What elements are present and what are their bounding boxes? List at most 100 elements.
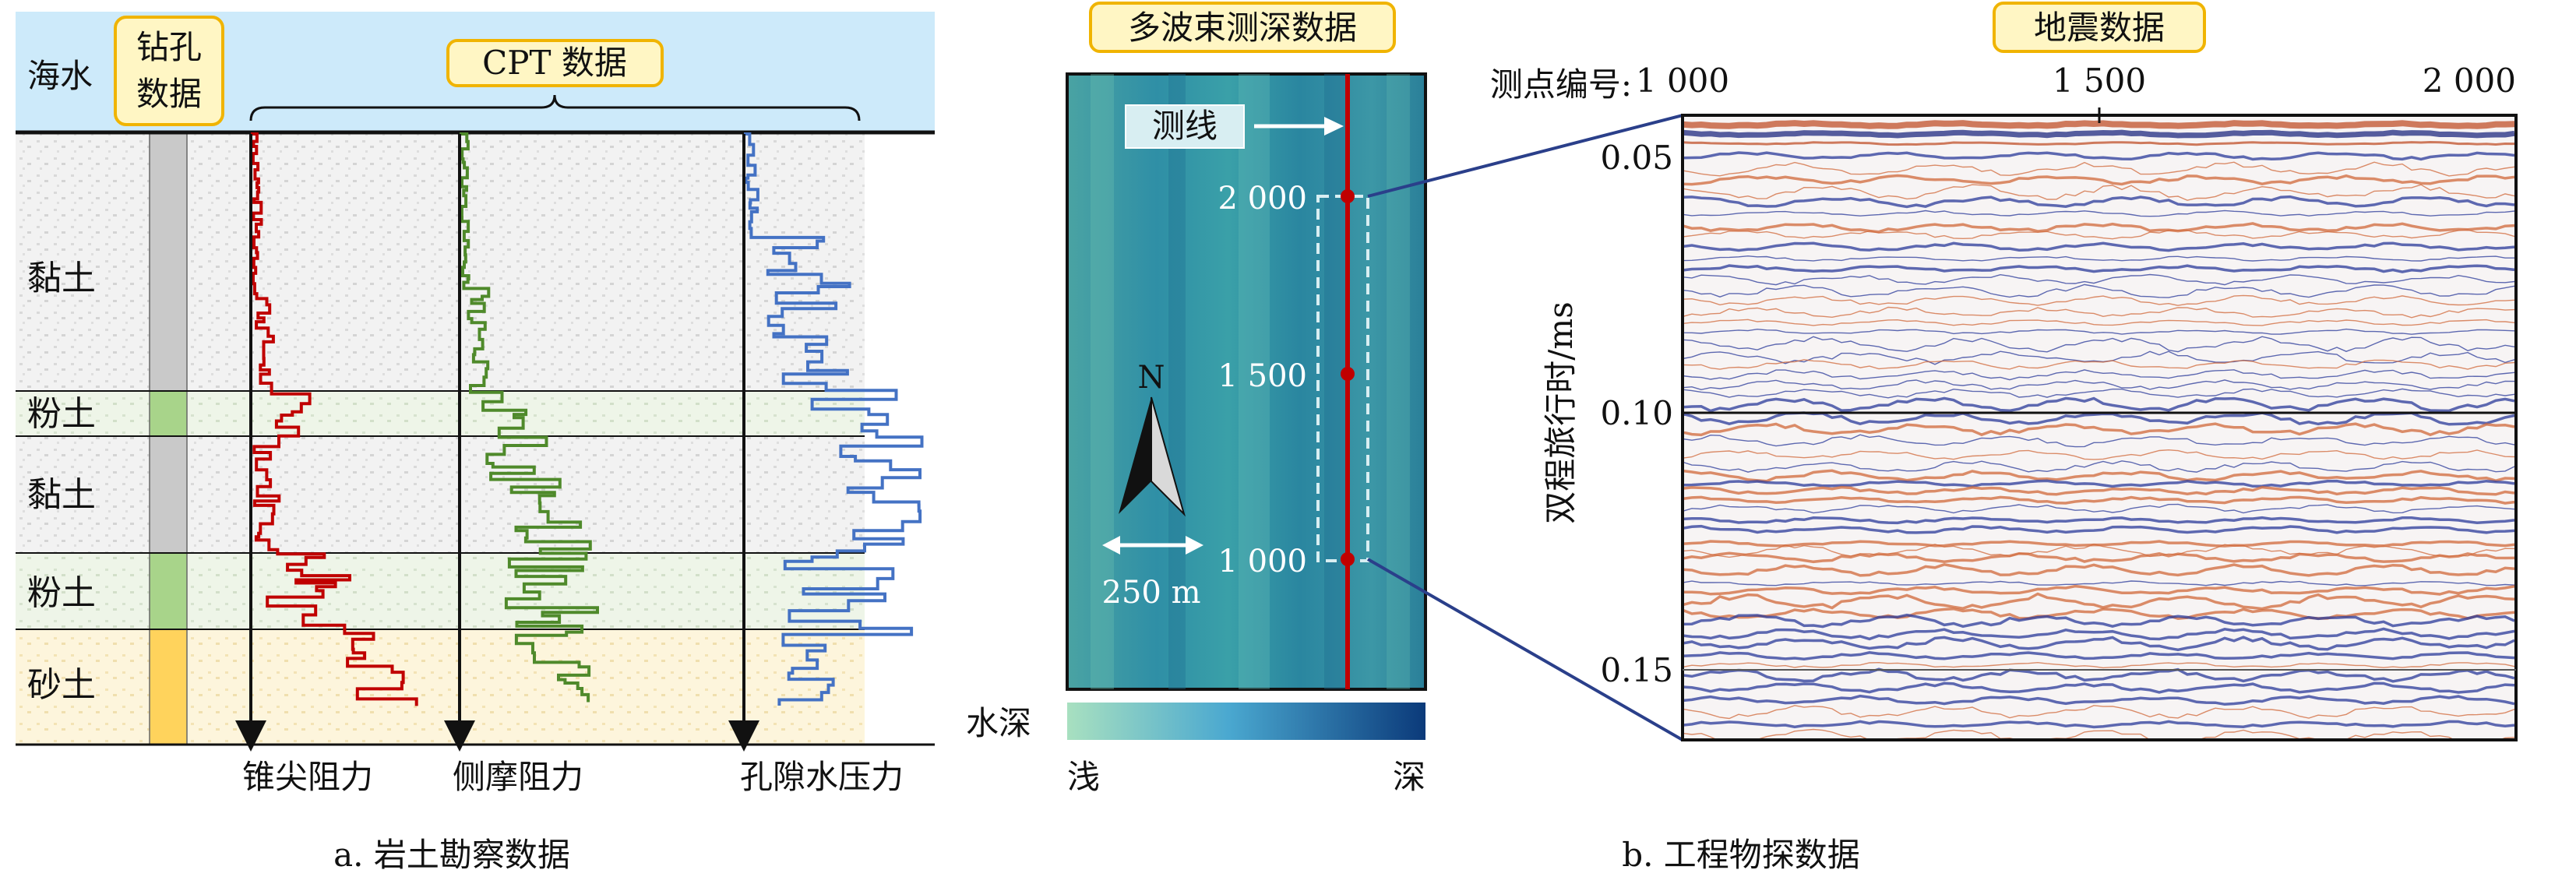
seismic-reflector bbox=[1683, 540, 2515, 548]
survey-line-label: 测线 bbox=[1152, 107, 1218, 145]
seismic-reflector bbox=[1683, 120, 2515, 129]
layer-bg-clay-2 bbox=[16, 436, 865, 553]
layer-name-2: 粉土 bbox=[27, 394, 96, 434]
station-axis-label: 测点编号: bbox=[1490, 65, 1632, 104]
seismic-reflector bbox=[1683, 524, 2515, 534]
seismic-reflector bbox=[1683, 627, 2515, 641]
seismic-reflector bbox=[1683, 174, 2515, 186]
multibeam-title: 多波束测深数据 bbox=[1128, 9, 1357, 47]
scale-bar-left-arrow-icon bbox=[1102, 536, 1120, 555]
layer-bg-clay-1 bbox=[16, 132, 865, 391]
side-friction-label: 侧摩阻力 bbox=[453, 758, 583, 796]
seismic-reflectors bbox=[1683, 120, 2515, 740]
station-marker-2000 bbox=[1341, 189, 1355, 203]
connector-bottom bbox=[1367, 558, 1683, 741]
seismic-reflector bbox=[1683, 241, 2515, 252]
seismic-reflector bbox=[1683, 694, 2515, 706]
seismic-reflector bbox=[1683, 661, 2515, 669]
seismic-reflector bbox=[1683, 434, 2515, 448]
seismic-reflector bbox=[1683, 469, 2515, 483]
panel-a-geotechnical: 海水 钻孔 数据 CPT 数据 黏土 粉土 黏土 粉土 砂土 bbox=[16, 12, 935, 874]
seismic-reflector bbox=[1683, 140, 2515, 146]
layer-bg-sand bbox=[16, 629, 865, 745]
side-friction-trace bbox=[460, 132, 599, 703]
seismic-reflector bbox=[1683, 460, 2515, 473]
panel-b-seismic: 地震数据 测点编号: 1 000 1 500 2 000 0.05 0.10 0… bbox=[1367, 2, 2518, 874]
seismic-reflector bbox=[1683, 551, 2515, 564]
seismic-reflector bbox=[1683, 284, 2515, 298]
borehole-layer-2 bbox=[149, 390, 188, 437]
station-label-1000: 1 000 bbox=[1218, 544, 1307, 579]
seismic-reflector bbox=[1683, 592, 2515, 611]
seismic-reflector bbox=[1683, 379, 2515, 391]
panel-b-multibeam: 多波束测深数据 测线 2 000 1 500 1 000 N 250 m bbox=[966, 2, 1427, 796]
seismic-reflector bbox=[1683, 651, 2515, 660]
multibeam-texture bbox=[1091, 74, 1410, 689]
x-tick-2000: 2 000 bbox=[2423, 62, 2516, 100]
station-label-1500: 1 500 bbox=[1218, 358, 1307, 394]
seismic-reflector bbox=[1683, 195, 2515, 209]
seismic-reflector bbox=[1683, 184, 2515, 201]
caption-a: a. 岩土勘察数据 bbox=[333, 836, 570, 874]
x-tick-1500: 1 500 bbox=[2053, 62, 2146, 100]
station-marker-1500 bbox=[1341, 367, 1355, 381]
seismic-reflector bbox=[1683, 584, 2515, 596]
survey-line-tag bbox=[1125, 104, 1245, 149]
scale-bar-label: 250 m bbox=[1102, 575, 1201, 611]
x-tick-1000: 1 000 bbox=[1636, 62, 1729, 100]
seismic-reflector bbox=[1683, 336, 2515, 353]
y-axis-label: 双程旅行时/ms bbox=[1542, 301, 1580, 524]
seismic-reflector bbox=[1683, 306, 2515, 319]
survey-line-arrowhead bbox=[1324, 117, 1344, 136]
seismic-reflector bbox=[1683, 319, 2515, 326]
seismic-reflector bbox=[1683, 720, 2515, 729]
seismic-reflector bbox=[1683, 613, 2515, 629]
seismic-reflector bbox=[1683, 516, 2515, 525]
cpt-label: CPT 数据 bbox=[482, 44, 627, 82]
cpt-tag bbox=[446, 39, 664, 87]
seismic-reflector bbox=[1683, 264, 2515, 273]
seismic-reflector bbox=[1683, 129, 2515, 139]
seismic-reflector bbox=[1683, 396, 2515, 413]
seismic-reflector bbox=[1683, 229, 2515, 240]
seismic-reflector bbox=[1683, 495, 2515, 505]
seismic-reflector bbox=[1683, 359, 2515, 370]
multibeam-map bbox=[1066, 72, 1427, 691]
seismic-reflector bbox=[1683, 161, 2515, 177]
layer-bg-silt-1 bbox=[16, 391, 865, 436]
seismic-reflector bbox=[1683, 151, 2515, 161]
depth-colorbar bbox=[1067, 703, 1425, 740]
seismic-title: 地震数据 bbox=[2034, 9, 2165, 47]
y-tick-0-15: 0.15 bbox=[1600, 651, 1673, 689]
seismic-reflector bbox=[1683, 222, 2515, 234]
seismic-reflector bbox=[1683, 350, 2515, 365]
borehole-tag bbox=[114, 16, 224, 126]
station-label-2000: 2 000 bbox=[1218, 181, 1307, 217]
seismic-reflector bbox=[1683, 667, 2515, 683]
seismic-reflector bbox=[1683, 255, 2514, 262]
cone-resistance-trace bbox=[251, 132, 418, 706]
seismic-reflector bbox=[1683, 580, 2515, 586]
seismic-reflector bbox=[1683, 422, 2515, 437]
north-arrow-icon bbox=[1119, 397, 1151, 514]
seismic-reflector bbox=[1683, 273, 2515, 286]
layer-bg-silt-2 bbox=[16, 553, 865, 629]
pore-pressure-trace bbox=[744, 132, 924, 706]
seawater-label: 海水 bbox=[27, 57, 93, 95]
layer-name-3: 黏土 bbox=[27, 475, 96, 515]
seismic-reflector bbox=[1683, 681, 2515, 694]
north-arrow-half-icon bbox=[1151, 396, 1186, 517]
seismic-reflector bbox=[1683, 449, 2515, 460]
seismic-reflector bbox=[1683, 369, 2515, 381]
seismic-reflector bbox=[1683, 607, 2515, 620]
seismic-reflector bbox=[1683, 705, 2515, 720]
borehole-layer-4 bbox=[149, 552, 188, 630]
borehole-layer-1 bbox=[149, 132, 188, 392]
borehole-label-line2: 数据 bbox=[136, 75, 202, 113]
seismic-reflector bbox=[1683, 562, 2515, 577]
seismic-reflector bbox=[1683, 479, 2515, 488]
seismic-reflector bbox=[1683, 328, 2515, 335]
seismic-tag bbox=[1993, 2, 2206, 53]
multibeam-tag bbox=[1089, 2, 1396, 53]
station-marker-1000 bbox=[1341, 552, 1355, 566]
